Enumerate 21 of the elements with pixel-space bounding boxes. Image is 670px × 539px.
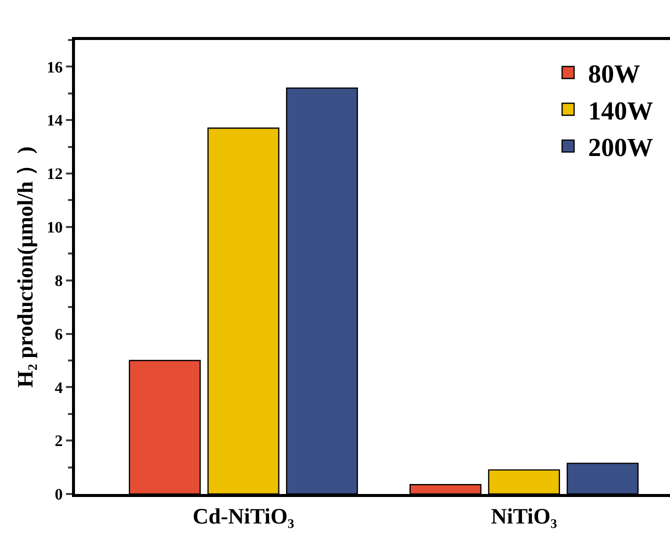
bar [410,484,482,494]
y-tick-label: 6 [54,326,63,344]
y-tick-label: 12 [46,166,63,184]
y-tick-label: 14 [46,112,63,130]
legend-label: 200W [588,133,654,162]
bar [207,128,280,494]
bar [128,360,201,494]
y-tick-label: 0 [54,486,63,504]
x-tick-label: NiTiO₃ [491,503,558,528]
bar [566,462,639,494]
y-tick-label: 2 [54,433,63,450]
legend-label: 80W [588,60,640,89]
legend-label: 140W [588,96,654,126]
y-tick-label: 10 [46,220,63,237]
y-axis-title: H₂ production(μmol/h ）) [12,146,38,388]
bar [488,469,560,494]
x-tick-label: Cd-NiTiO₃ [192,503,295,528]
y-tick-label: 4 [54,380,63,397]
y-tick-label: 16 [46,59,63,76]
y-tick-label: 8 [54,272,63,290]
bar [286,87,358,494]
